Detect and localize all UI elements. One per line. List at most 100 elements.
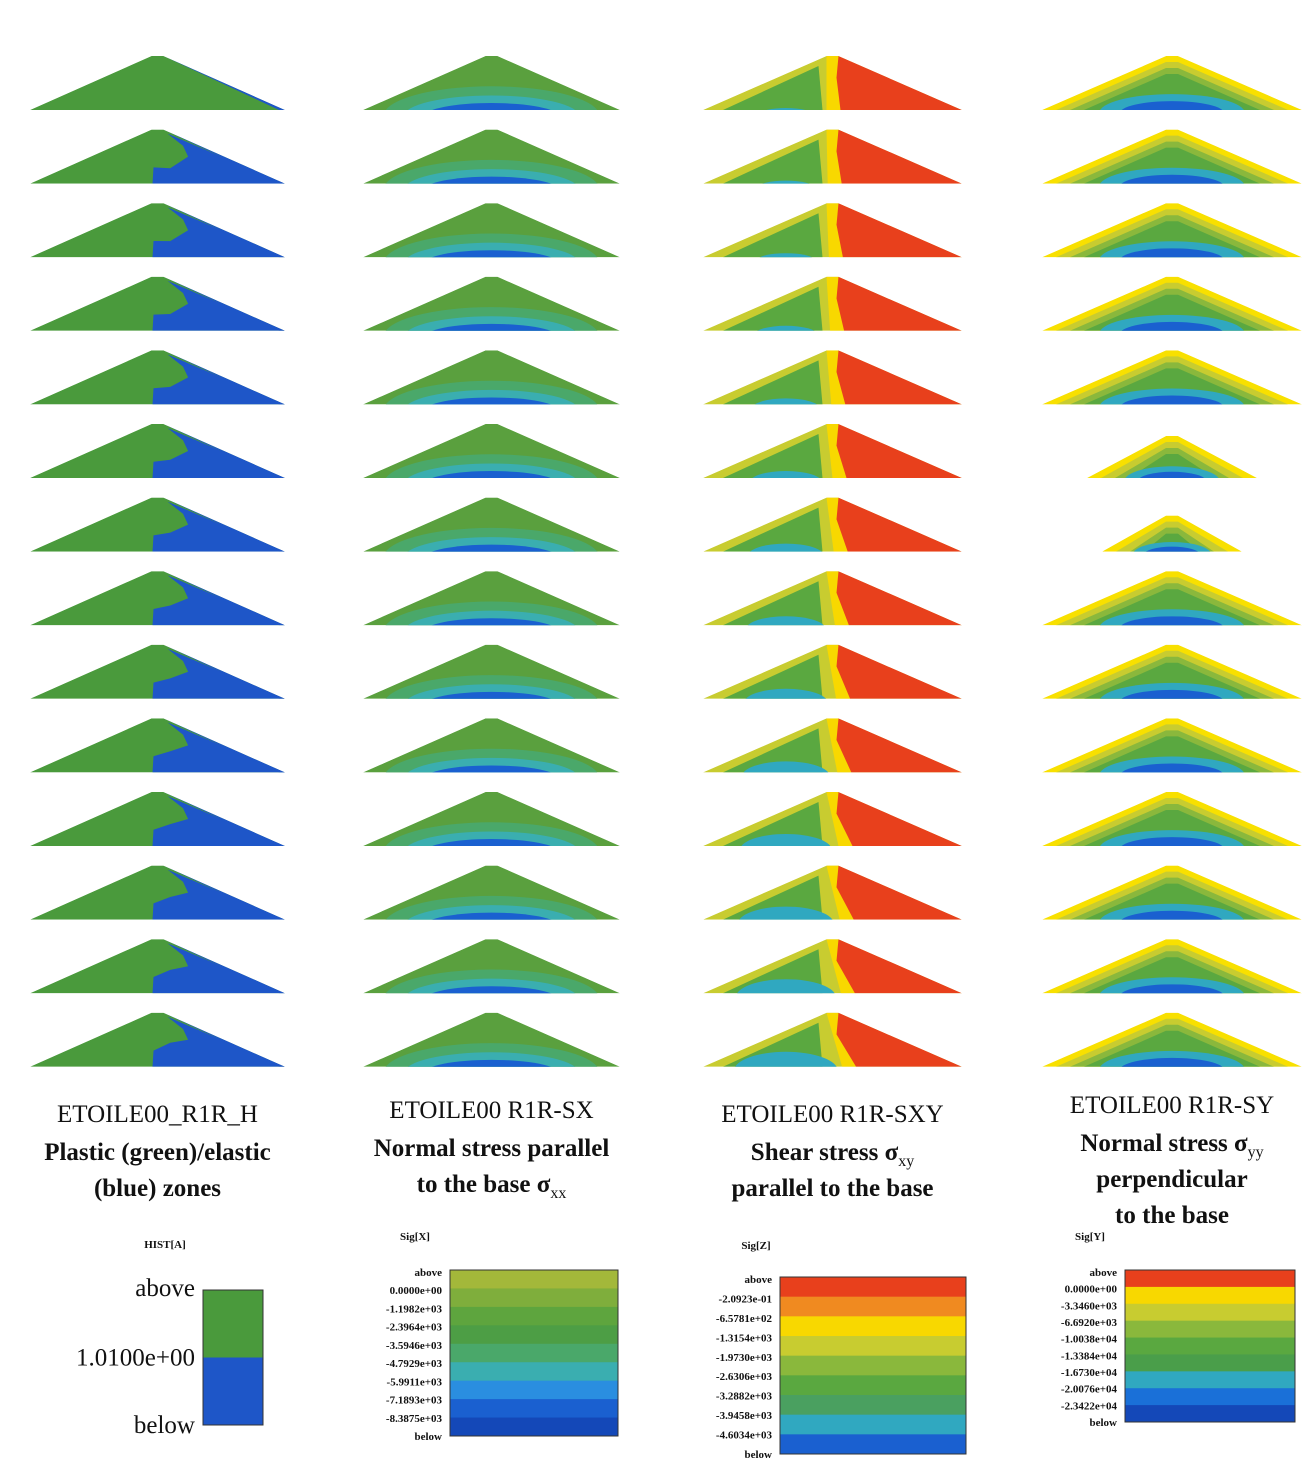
- stress-band: [741, 761, 830, 773]
- caption-line: to the base: [1115, 1202, 1229, 1229]
- stress-band: [1120, 984, 1224, 994]
- section-plot: [363, 792, 620, 846]
- caption-text: parallel to the base: [731, 1175, 933, 1202]
- caption-line: Normal stress parallel: [374, 1135, 610, 1162]
- section-plot: [363, 644, 620, 699]
- stress-band: [404, 684, 579, 699]
- caption-line: Normal stress σyy: [1080, 1130, 1263, 1161]
- legend-label: -1.3384e+04: [1061, 1350, 1118, 1362]
- legend-band: [450, 1399, 618, 1419]
- edge: [163, 497, 285, 552]
- legend-frame: [202, 1289, 264, 1426]
- section-plot: [703, 1012, 962, 1067]
- legend-label: -3.3460e+03: [1061, 1300, 1118, 1312]
- section-plot: [1042, 203, 1302, 258]
- edge: [163, 424, 285, 478]
- stress-band: [424, 618, 559, 626]
- legend-band: [1125, 1405, 1295, 1423]
- section-plot: [1042, 571, 1302, 626]
- legend-label: -2.0923e-01: [719, 1293, 772, 1305]
- stress-band: [1099, 1050, 1245, 1067]
- stress-band: [751, 398, 820, 405]
- section-plot: [363, 939, 620, 994]
- stress-band: [1120, 395, 1224, 405]
- stress-band: [404, 610, 579, 626]
- legend-frame: [449, 1269, 619, 1437]
- stress-band: [1120, 837, 1224, 846]
- section-plot: [1042, 56, 1302, 110]
- stress-band: [723, 507, 823, 552]
- legend-title: Sig[Y]: [1075, 1231, 1105, 1243]
- elastic-zone: [152, 943, 285, 994]
- stress-band: [1099, 388, 1245, 405]
- legend-label: -6.6920e+03: [1061, 1317, 1118, 1329]
- legend-band: [203, 1290, 263, 1358]
- stress-band: [1120, 321, 1224, 331]
- elastic-zone: [152, 1016, 285, 1067]
- legend-band: [1125, 1354, 1295, 1372]
- stress-band: [836, 56, 962, 110]
- section-plot: [1042, 129, 1302, 184]
- stress-band: [1099, 94, 1245, 110]
- stress-band: [424, 176, 559, 184]
- stress-band: [383, 1043, 600, 1067]
- legend-band: [1125, 1337, 1295, 1355]
- legend-label: -3.2882e+03: [716, 1391, 773, 1403]
- elastic-zone: [152, 575, 285, 626]
- stress-band: [723, 654, 823, 699]
- legend-band: [780, 1355, 966, 1376]
- section-plot: [703, 865, 962, 920]
- section-plot: [30, 718, 285, 773]
- legend-label: -3.9458e+03: [716, 1410, 773, 1422]
- section-plot: [30, 56, 285, 110]
- stress-band: [723, 581, 823, 626]
- section-plot: [1042, 1012, 1302, 1067]
- stress-band: [404, 978, 579, 994]
- legend-label: -3.5946e+03: [386, 1340, 443, 1352]
- section-plot: [30, 350, 285, 405]
- panel: ETOILE00 R1R-SX Normal stress parallel to …: [363, 56, 620, 1443]
- legend-band: [450, 1380, 618, 1400]
- stress-band: [424, 250, 559, 258]
- legend-label: -2.3422e+04: [1061, 1400, 1118, 1412]
- legend-frame: [1124, 1269, 1296, 1423]
- section-plot: [30, 792, 285, 846]
- section-plot: [703, 497, 962, 552]
- legend-band: [450, 1306, 618, 1326]
- stress-band: [723, 286, 823, 331]
- legend-label: -5.9911e+03: [387, 1376, 443, 1388]
- panel: ETOILE00 R1R-SXY Shear stress σxy parallel…: [703, 56, 967, 1461]
- stress-band: [1099, 241, 1245, 258]
- stress-band: [1099, 167, 1245, 184]
- edge: [163, 203, 285, 258]
- stress-band: [404, 757, 579, 773]
- section-plot: [30, 129, 285, 184]
- legend-frame: [779, 1276, 967, 1455]
- legend-band: [450, 1343, 618, 1363]
- elastic-zone: [152, 722, 285, 773]
- stress-band: [757, 180, 814, 184]
- stress-band: [1120, 616, 1224, 626]
- stress-band: [755, 253, 816, 258]
- stress-band: [759, 108, 812, 110]
- stress-band: [1144, 546, 1200, 552]
- legend-label: -4.6034e+03: [716, 1430, 773, 1442]
- caption-text: to the base: [1115, 1202, 1229, 1229]
- legend-band: [780, 1316, 966, 1337]
- legend-band: [780, 1434, 966, 1455]
- stress-band: [424, 912, 559, 920]
- caption-subscript: xx: [550, 1185, 566, 1202]
- caption-text: Normal stress σ: [1080, 1130, 1248, 1157]
- panel-title: ETOILE00 R1R-SXY: [721, 1101, 943, 1128]
- legend-label: -2.6306e+03: [716, 1371, 773, 1383]
- stress-band: [836, 939, 962, 994]
- section-plot: [30, 497, 285, 552]
- edge: [163, 939, 285, 994]
- stress-band: [826, 571, 849, 626]
- section-plot: [1042, 865, 1302, 920]
- legend-band: [780, 1277, 966, 1298]
- section-plot: [703, 792, 962, 846]
- stress-band: [1120, 248, 1224, 258]
- stress-band: [739, 834, 832, 846]
- legend-title: Sig[Z]: [741, 1240, 770, 1252]
